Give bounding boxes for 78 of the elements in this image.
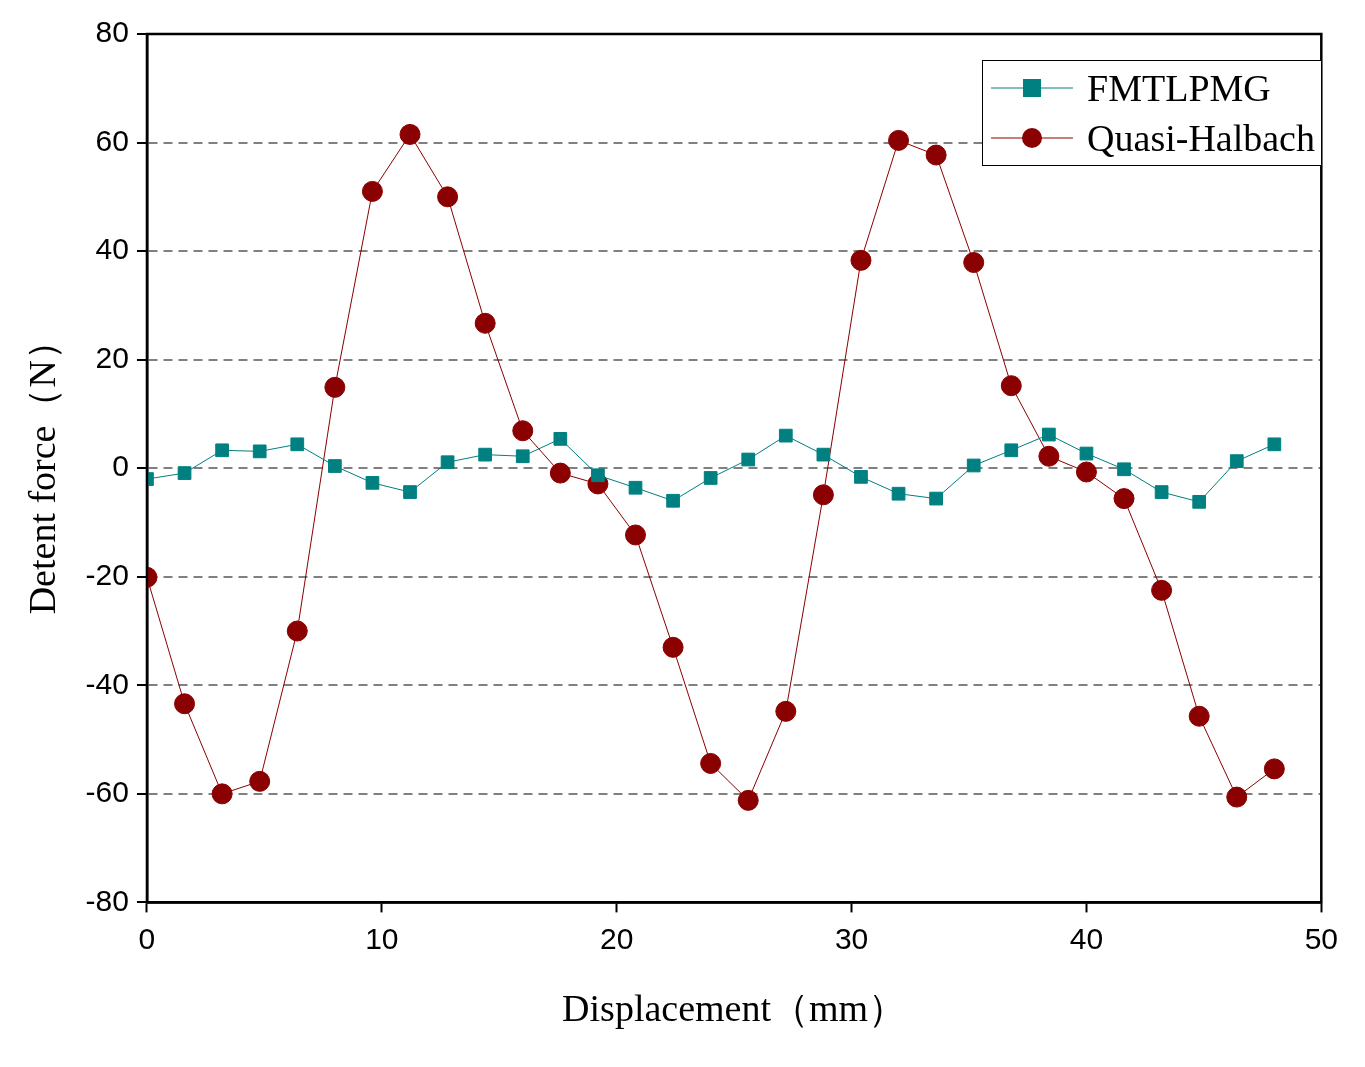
point (1151, 579, 1173, 601)
point (403, 485, 417, 499)
point (1263, 758, 1285, 780)
point (888, 129, 910, 151)
point (211, 783, 233, 805)
point (553, 432, 568, 446)
point (361, 180, 383, 202)
point (1229, 454, 1244, 469)
x-tick-label: 10 (365, 921, 399, 955)
point (1192, 494, 1207, 509)
point (1079, 446, 1094, 461)
point (1042, 427, 1056, 442)
point (812, 484, 834, 506)
point (515, 449, 530, 464)
point (1113, 488, 1135, 510)
point (662, 636, 684, 658)
point (1226, 786, 1248, 808)
point (775, 700, 797, 722)
point (1004, 443, 1019, 458)
point (966, 458, 981, 473)
point (249, 770, 271, 792)
point (591, 468, 605, 483)
point (512, 420, 534, 442)
x-tick-label: 50 (1304, 921, 1338, 955)
y-tick-label: 60 (95, 123, 129, 157)
legend-label: Quasi-Halbach (1087, 116, 1315, 160)
point (963, 252, 985, 273)
point (778, 428, 793, 443)
point (891, 486, 906, 501)
point (666, 493, 680, 508)
y-axis-title: Detent force（N） (20, 322, 63, 615)
point (174, 693, 196, 715)
point (850, 249, 872, 271)
x-tick-label: 30 (834, 921, 869, 955)
y-tick-label: 0 (112, 449, 129, 483)
point (816, 447, 831, 462)
y-tick-label: -80 (85, 883, 129, 917)
point (703, 471, 718, 485)
x-tick-label: 40 (1069, 921, 1104, 955)
point (215, 443, 229, 458)
point (478, 447, 493, 462)
point (1188, 705, 1210, 727)
point (1000, 375, 1022, 397)
x-tick-label: 20 (600, 921, 634, 955)
y-tick-label: -40 (85, 666, 129, 700)
y-tick-label: 80 (95, 15, 129, 49)
point (929, 491, 943, 506)
point (437, 186, 459, 208)
point (1117, 462, 1131, 477)
point (925, 144, 947, 166)
point (1075, 461, 1097, 483)
y-tick-label: 40 (95, 232, 129, 266)
point (252, 444, 267, 459)
point (177, 466, 192, 480)
point (854, 470, 868, 484)
point (737, 789, 759, 811)
point (290, 437, 305, 452)
point (700, 752, 722, 774)
point (286, 620, 308, 642)
point (1154, 485, 1169, 499)
point (474, 312, 496, 334)
point (327, 459, 342, 473)
point (365, 475, 380, 490)
point (440, 455, 455, 470)
point (1267, 437, 1282, 452)
y-tick-label: -60 (85, 775, 129, 809)
x-axis-title: Displacement（mm） (562, 987, 907, 1030)
legend-label: FMTLPMG (1087, 66, 1271, 110)
point (324, 376, 346, 398)
point (399, 123, 421, 145)
y-tick-label: -20 (85, 558, 129, 592)
point (628, 480, 643, 495)
point (741, 452, 756, 467)
point (1038, 445, 1060, 467)
y-tick-label: 20 (95, 340, 129, 374)
x-tick-label: 0 (138, 921, 156, 955)
point (549, 462, 571, 484)
point (624, 524, 646, 546)
